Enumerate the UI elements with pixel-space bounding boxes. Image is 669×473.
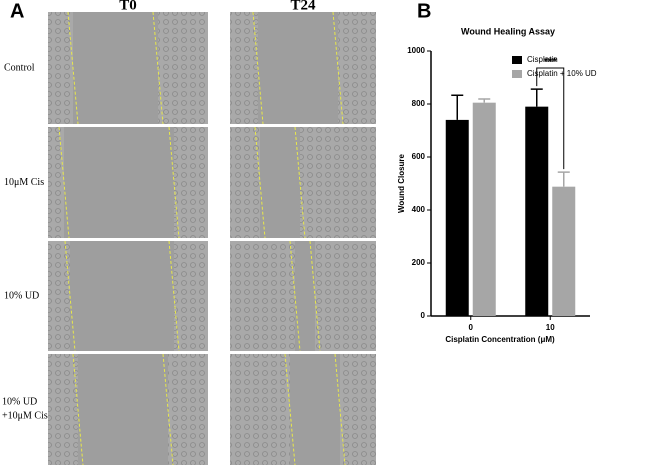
- wound-edge: [72, 353, 84, 466]
- wound-edge: [284, 353, 296, 466]
- y-tick-label: 600: [412, 152, 426, 161]
- chart: B Wound Healing Assay Wound Closure Cisplat…: [397, 0, 597, 344]
- wound-gap: [258, 12, 338, 124]
- x-axis-label: Cisplatin Concentration (μM): [445, 335, 555, 344]
- y-tick-label: 0: [421, 311, 426, 320]
- wound-edge: [58, 126, 70, 239]
- y-tick-label: 800: [412, 99, 426, 108]
- wound-gap: [295, 241, 315, 351]
- error-bar: [451, 94, 464, 120]
- significance-label: ***: [544, 56, 558, 68]
- wound-edge: [64, 240, 76, 352]
- wound-gap: [70, 241, 174, 351]
- column-label: T0: [119, 0, 137, 13]
- error-bar: [557, 171, 570, 187]
- chart-title: Wound Healing Assay: [461, 26, 555, 36]
- y-tick-label: 200: [412, 258, 426, 267]
- panel-label: A: [10, 0, 24, 22]
- row-label-line: +10μM Cis: [2, 411, 48, 422]
- bar: [445, 119, 469, 317]
- y-tick-label: 1000: [407, 46, 425, 55]
- bar: [472, 102, 496, 316]
- wound-gap: [78, 354, 168, 465]
- column-label: T24: [290, 0, 316, 13]
- bar: [552, 186, 576, 316]
- wound-edge: [168, 126, 180, 239]
- row-label-line: 10% UD: [2, 397, 37, 408]
- bar: [525, 106, 549, 317]
- row-label: 10% UD: [4, 290, 39, 301]
- y-tick-label: 400: [412, 205, 426, 214]
- wound-edge: [152, 11, 164, 125]
- wound-edge: [252, 11, 264, 125]
- x-tick-label: 10: [546, 323, 555, 332]
- wound-edge: [162, 353, 174, 466]
- y-axis-label: Wound Closure: [397, 153, 406, 213]
- legend-swatch: [512, 56, 522, 64]
- panel-label: B: [417, 0, 431, 22]
- error-bar: [530, 88, 543, 107]
- micrograph: [230, 127, 376, 238]
- significance-bracket: [536, 67, 565, 170]
- wound-gap: [64, 127, 174, 238]
- x-tick-label: 0: [469, 323, 474, 332]
- wound-gap: [290, 354, 340, 465]
- wound-edge: [67, 11, 79, 125]
- legend-swatch: [512, 70, 522, 78]
- wound-edge: [289, 240, 301, 352]
- panel-a: A T0 T24 Control 10μM Cis 10% UD 10% UD +10μM C…: [2, 0, 376, 466]
- legend-label: Cisplatin: [527, 55, 558, 64]
- wound-gap: [73, 12, 158, 124]
- wound-edge: [168, 240, 180, 352]
- wound-edge: [294, 126, 306, 239]
- wound-gap: [260, 127, 300, 238]
- row-label: Control: [4, 62, 35, 73]
- wound-edge: [254, 126, 266, 239]
- legend-label: Cisplatin + 10% UD: [527, 69, 597, 78]
- error-bar: [478, 98, 491, 103]
- wound-edge: [332, 11, 344, 125]
- wound-edge: [309, 240, 321, 352]
- wound-edge: [334, 353, 346, 466]
- row-label: 10% UD +10μM Cis: [2, 397, 48, 422]
- row-label: 10μM Cis: [4, 177, 44, 188]
